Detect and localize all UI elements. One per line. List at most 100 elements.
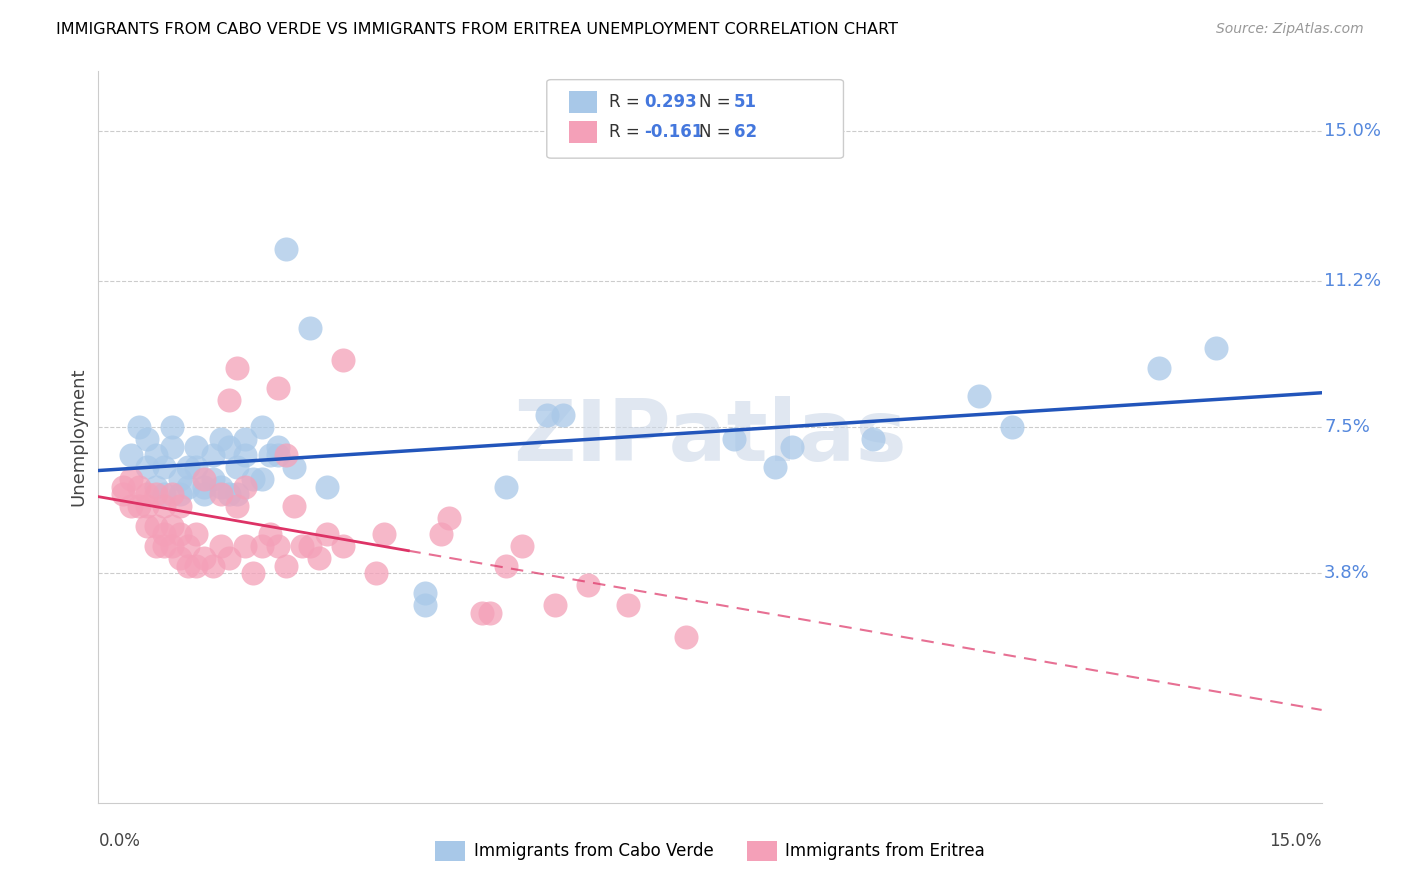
Point — [145, 448, 167, 462]
Text: -0.161: -0.161 — [644, 123, 703, 141]
Point — [226, 500, 249, 514]
Point — [218, 440, 240, 454]
Point — [332, 353, 354, 368]
Point — [111, 487, 134, 501]
Point — [299, 539, 322, 553]
Point — [169, 472, 191, 486]
Point — [160, 440, 183, 454]
Point — [186, 459, 208, 474]
Text: 3.8%: 3.8% — [1324, 565, 1369, 582]
Text: R =: R = — [609, 93, 645, 111]
Point — [723, 432, 745, 446]
Text: R =: R = — [609, 123, 645, 141]
Point — [209, 479, 232, 493]
Point — [315, 527, 337, 541]
Point — [111, 479, 134, 493]
Point — [274, 448, 297, 462]
Point — [364, 566, 387, 581]
Text: IMMIGRANTS FROM CABO VERDE VS IMMIGRANTS FROM ERITREA UNEMPLOYMENT CORRELATION C: IMMIGRANTS FROM CABO VERDE VS IMMIGRANTS… — [56, 22, 898, 37]
Point — [413, 598, 436, 612]
Point — [536, 409, 558, 423]
Point — [576, 578, 599, 592]
Point — [967, 388, 990, 402]
Point — [169, 500, 191, 514]
Point — [267, 539, 290, 553]
Point — [233, 479, 256, 493]
Text: 15.0%: 15.0% — [1270, 832, 1322, 850]
Point — [201, 448, 224, 462]
Point — [553, 409, 575, 423]
Point — [478, 606, 501, 620]
Point — [136, 459, 159, 474]
Point — [120, 448, 142, 462]
Point — [193, 487, 215, 501]
Text: 51: 51 — [734, 93, 756, 111]
Text: Source: ZipAtlas.com: Source: ZipAtlas.com — [1216, 22, 1364, 37]
Text: 7.5%: 7.5% — [1324, 418, 1369, 436]
Point — [1001, 420, 1024, 434]
Point — [145, 487, 167, 501]
Point — [544, 598, 567, 612]
Point — [128, 420, 150, 434]
Point — [471, 606, 494, 620]
Point — [152, 539, 174, 553]
Point — [186, 527, 208, 541]
Point — [145, 519, 167, 533]
Point — [413, 586, 436, 600]
Point — [218, 550, 240, 565]
Point — [160, 420, 183, 434]
Point — [763, 459, 786, 474]
Point — [226, 360, 249, 375]
Point — [152, 487, 174, 501]
Point — [177, 479, 200, 493]
Text: 11.2%: 11.2% — [1324, 272, 1381, 290]
Point — [201, 472, 224, 486]
Point — [193, 550, 215, 565]
Y-axis label: Unemployment: Unemployment — [69, 368, 87, 507]
Point — [617, 598, 640, 612]
Point — [152, 459, 174, 474]
Point — [250, 420, 273, 434]
Point — [193, 479, 215, 493]
Point — [1205, 341, 1227, 355]
Point — [160, 487, 183, 501]
Point — [136, 519, 159, 533]
Point — [299, 321, 322, 335]
Point — [169, 527, 191, 541]
Point — [209, 487, 232, 501]
Point — [495, 558, 517, 573]
Point — [274, 558, 297, 573]
Point — [437, 511, 460, 525]
Point — [160, 519, 183, 533]
Text: N =: N = — [699, 93, 735, 111]
Point — [332, 539, 354, 553]
Point — [120, 500, 142, 514]
Point — [193, 472, 215, 486]
Point — [308, 550, 330, 565]
Point — [186, 558, 208, 573]
Point — [186, 440, 208, 454]
Point — [201, 558, 224, 573]
Point — [259, 527, 281, 541]
Point — [250, 539, 273, 553]
Point — [226, 487, 249, 501]
Text: 62: 62 — [734, 123, 756, 141]
Point — [128, 500, 150, 514]
Point — [315, 479, 337, 493]
Point — [152, 527, 174, 541]
Point — [177, 539, 200, 553]
Point — [152, 500, 174, 514]
Point — [780, 440, 803, 454]
Point — [136, 487, 159, 501]
Point — [120, 472, 142, 486]
Point — [177, 558, 200, 573]
Point — [218, 487, 240, 501]
Text: 0.293: 0.293 — [644, 93, 696, 111]
Legend: Immigrants from Cabo Verde, Immigrants from Eritrea: Immigrants from Cabo Verde, Immigrants f… — [429, 834, 991, 868]
Point — [145, 539, 167, 553]
Point — [209, 539, 232, 553]
Point — [242, 472, 264, 486]
Point — [267, 381, 290, 395]
Point — [169, 550, 191, 565]
Text: 0.0%: 0.0% — [98, 832, 141, 850]
